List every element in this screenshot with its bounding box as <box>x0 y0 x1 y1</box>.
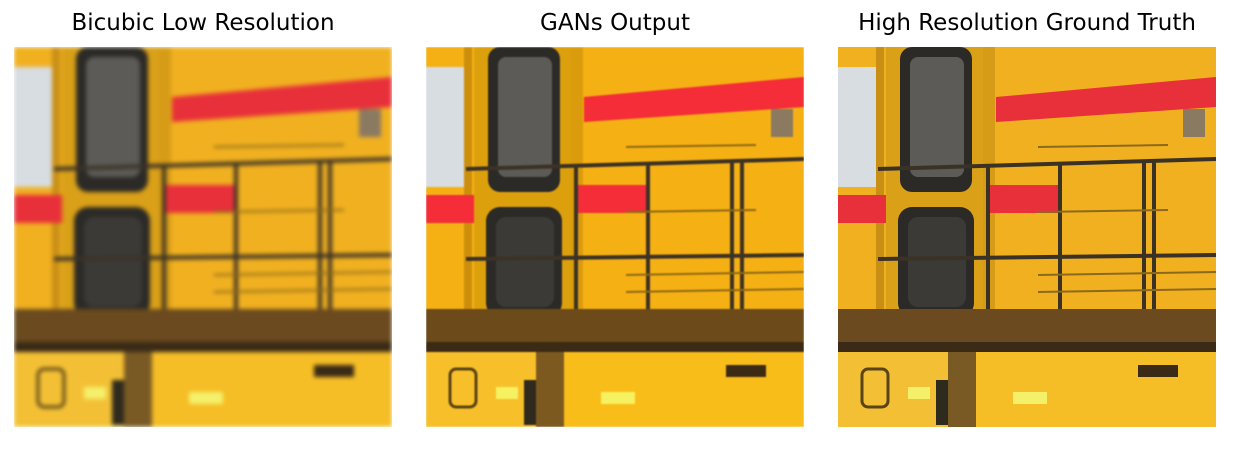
panel-title: GANs Output <box>386 10 844 36</box>
panel-title: High Resolution Ground Truth <box>798 10 1238 36</box>
gan-output-image <box>426 47 804 427</box>
panel-title: Bicubic Low Resolution <box>0 10 432 36</box>
high-resolution-image <box>838 47 1216 427</box>
low-resolution-image <box>14 47 392 427</box>
